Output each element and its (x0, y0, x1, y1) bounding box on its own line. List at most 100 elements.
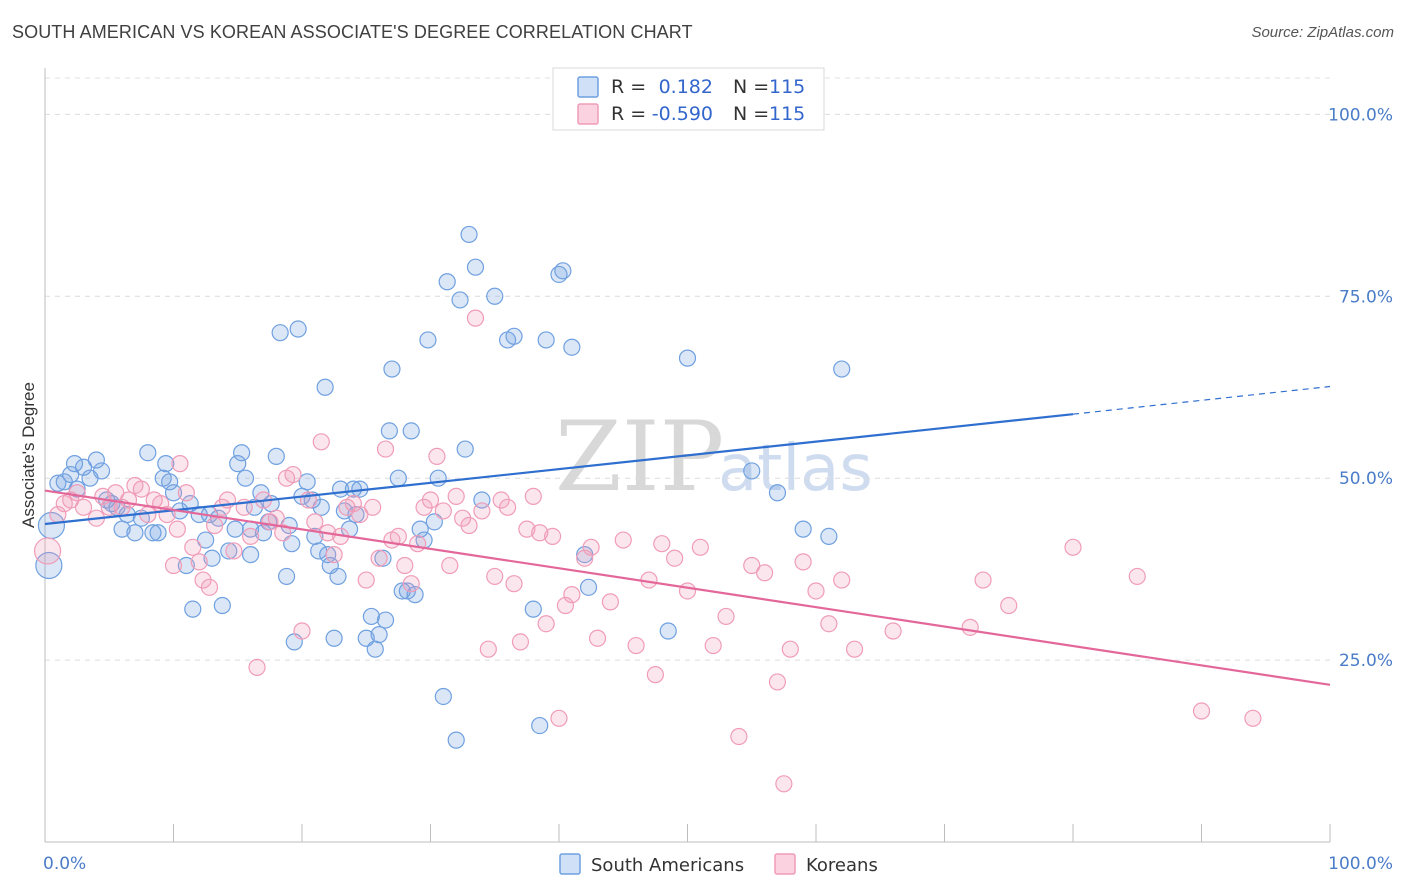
south-americans-point-10 (92, 462, 111, 480)
koreans-point-77 (537, 615, 555, 633)
koreans-point-32 (248, 658, 266, 676)
koreans-point-36 (274, 524, 292, 542)
legend-swatch-koreans (774, 853, 796, 875)
south-americans-point-72 (362, 607, 380, 626)
y-tick-label-0: 100.0% (1328, 105, 1393, 125)
koreans-point-71 (499, 498, 517, 516)
south-americans-point-63 (325, 629, 343, 647)
south-americans-point-101 (531, 716, 549, 735)
koreans-point-56 (402, 575, 420, 593)
south-americans-point-93 (456, 440, 474, 458)
south-americans-point-2 (49, 474, 67, 492)
south-americans-point-69 (347, 505, 365, 524)
south-americans-point-94 (460, 225, 478, 244)
south-americans-point-0 (35, 551, 63, 580)
koreans-point-89 (646, 666, 664, 684)
koreans-point-50 (364, 498, 382, 516)
chart-title: SOUTH AMERICAN VS KOREAN ASSOCIATE'S DEG… (12, 22, 693, 42)
legend-label-south-americans: South Americans (591, 855, 744, 876)
koreans-point-79 (550, 709, 568, 727)
legend-n-label-2: N = (733, 103, 769, 125)
koreans-point-20 (171, 455, 189, 473)
koreans-point-109 (1000, 596, 1018, 615)
south-americans-point-90 (438, 273, 456, 291)
koreans-point-29 (225, 542, 243, 560)
koreans-point-13 (132, 480, 150, 498)
koreans-point-81 (563, 586, 581, 604)
koreans-point-60 (428, 447, 446, 465)
south-americans-point-88 (429, 469, 447, 487)
south-americans-point-100 (524, 600, 542, 618)
south-americans-point-19 (144, 524, 162, 542)
south-americans-point-9 (87, 451, 106, 469)
south-americans-point-44 (254, 524, 273, 542)
koreans-point-101 (794, 553, 812, 571)
y-axis-title: Associate's Degree (19, 382, 38, 528)
legend-swatch-south-americans (559, 853, 581, 875)
koreans-point-87 (627, 636, 645, 655)
koreans-point-73 (511, 633, 530, 651)
legend-r-value-2: -0.590 (652, 103, 713, 125)
south-americans-point-74 (370, 626, 388, 644)
south-americans-point-97 (486, 287, 504, 305)
south-americans-point-84 (411, 520, 429, 538)
koreans-point-11 (119, 491, 138, 509)
south-americans-point-111 (768, 484, 787, 502)
koreans-point-82 (576, 549, 594, 567)
koreans-point-106 (884, 622, 902, 640)
koreans-point-54 (389, 527, 407, 546)
south-americans-point-47 (267, 447, 285, 465)
south-americans-point-22 (157, 455, 175, 473)
koreans-point-85 (601, 593, 620, 611)
south-americans-point-6 (68, 480, 86, 498)
south-americans-point-35 (220, 542, 238, 560)
south-americans-point-80 (393, 582, 411, 600)
south-americans-point-36 (226, 520, 244, 538)
koreans-point-74 (518, 520, 536, 538)
correlation-legend: R = 0.182 N = 115 R = -0.590 N = 115 (552, 67, 825, 131)
koreans-point-39 (293, 622, 311, 640)
koreans-point-42 (312, 433, 330, 451)
south-americans-point-41 (242, 545, 260, 564)
koreans-point-80 (556, 596, 575, 615)
y-tick-label-1: 75.0% (1339, 287, 1393, 307)
koreans-point-83 (582, 538, 600, 556)
south-americans-point-95 (466, 258, 485, 276)
south-americans-point-37 (229, 455, 247, 473)
axes (44, 68, 1331, 843)
koreans-point-41 (306, 513, 324, 531)
koreans-point-31 (242, 527, 260, 546)
y-tick-label-2: 50.0% (1339, 469, 1393, 489)
koreans-point-111 (1128, 567, 1146, 586)
south-americans-point-75 (374, 549, 392, 567)
koreans-point-94 (704, 636, 722, 655)
south-americans-point-79 (389, 469, 407, 487)
koreans-point-105 (845, 640, 864, 658)
koreans-point-25 (200, 578, 219, 596)
south-americans-point-107 (579, 578, 598, 596)
koreans-point-99 (768, 673, 787, 691)
south-americans-point-86 (419, 331, 437, 349)
south-americans-point-38 (233, 444, 251, 462)
koreans-point-67 (473, 502, 491, 520)
south-americans-point-60 (316, 378, 334, 396)
south-americans-point-48 (271, 324, 289, 342)
south-americans-point-102 (537, 331, 555, 349)
koreans-point-65 (460, 516, 478, 535)
south-americans-point-110 (743, 462, 761, 480)
koreans-point-68 (479, 640, 497, 658)
koreans-point-22 (184, 538, 202, 556)
koreans-point-110 (1064, 538, 1082, 556)
koreans-point-104 (833, 571, 851, 589)
south-americans-point-64 (329, 567, 347, 586)
koreans-point-84 (588, 629, 607, 647)
koreans-point-66 (466, 309, 485, 327)
south-americans-point-7 (74, 458, 93, 476)
koreans-point-90 (653, 535, 671, 553)
south-americans-point-55 (298, 473, 316, 491)
koreans-point-107 (961, 618, 979, 636)
south-americans-point-89 (434, 687, 452, 706)
south-americans-trend-extension (1072, 385, 1331, 415)
koreans-point-5 (74, 498, 93, 516)
